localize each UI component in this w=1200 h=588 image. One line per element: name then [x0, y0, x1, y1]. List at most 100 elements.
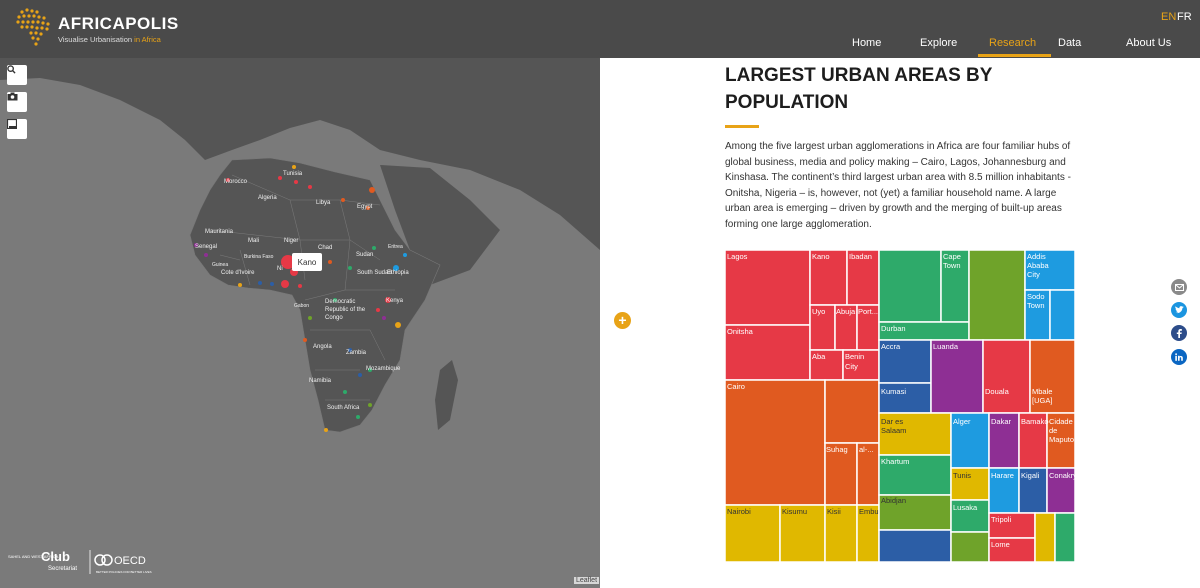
facebook-icon	[1176, 328, 1182, 338]
share-linkedin-button[interactable]	[1171, 349, 1187, 365]
treemap-cell-luanda	[930, 339, 984, 414]
treemap-cell-lagos	[724, 249, 811, 326]
map-attribution[interactable]: Leaflet	[574, 577, 600, 584]
brand-name: AFRICAPOLIS	[58, 14, 179, 33]
svg-text:Embu: Embu	[859, 507, 879, 516]
svg-text:Dakar: Dakar	[991, 417, 1012, 426]
svg-text:Conakry: Conakry	[1049, 471, 1075, 480]
country-label: Senegal	[195, 244, 218, 250]
share-email-button[interactable]	[1171, 279, 1187, 295]
article-title: LARGEST URBAN AREAS BY POPULATION	[725, 65, 993, 113]
svg-text:Abidjan: Abidjan	[881, 496, 906, 505]
share-facebook-button[interactable]	[1171, 325, 1187, 341]
map-search-button[interactable]	[7, 65, 27, 85]
nav-research[interactable]: Research	[989, 37, 1037, 49]
svg-text:Tripoli: Tripoli	[991, 515, 1011, 524]
nav-explore[interactable]: Explore	[920, 37, 958, 49]
svg-text:Uyo: Uyo	[812, 307, 825, 316]
treemap-cell-dar	[878, 412, 952, 456]
country-label: South Africa	[327, 405, 360, 411]
treemap-cell-abidjan	[878, 494, 952, 531]
svg-text:Onitsha: Onitsha	[727, 327, 754, 336]
layers-icon	[7, 119, 17, 129]
svg-text:Aba: Aba	[812, 352, 826, 361]
svg-text:Durban: Durban	[881, 324, 906, 333]
svg-text:Addis: Addis	[1027, 252, 1046, 261]
country-label: Democratic Republic of the Congo	[325, 299, 366, 321]
svg-text:Sodo: Sodo	[1027, 292, 1045, 301]
svg-text:Luanda: Luanda	[933, 342, 959, 351]
svg-text:Town: Town	[1027, 301, 1045, 310]
country-label: Namibia	[309, 378, 332, 384]
camera-icon	[7, 92, 18, 101]
country-label: Ethiopia	[387, 270, 409, 276]
country-label: Libya	[316, 200, 331, 206]
treemap-cell-egypt-2	[824, 379, 880, 444]
club-oecd-logo[interactable]: SAHEL AND WEST AFRICA Club Secretariat O…	[8, 548, 168, 578]
treemap-cell-tripoli	[988, 512, 1036, 539]
country-label: Cote d'Ivoire	[221, 270, 255, 276]
oecd-text: OECD	[114, 555, 146, 567]
svg-text:al-...: al-...	[859, 445, 874, 454]
svg-text:Douala: Douala	[985, 387, 1010, 396]
map-screenshot-button[interactable]	[7, 92, 27, 112]
treemap-cell-olive	[968, 249, 1026, 341]
treemap-cell-aba	[809, 349, 844, 381]
lang-fr[interactable]: FR	[1177, 11, 1192, 23]
country-label: Mali	[248, 238, 260, 244]
treemap-cell-kigali	[1018, 467, 1048, 514]
svg-text:Abuja: Abuja	[836, 307, 856, 316]
urban-areas-treemap[interactable]: Lagos Onitsha Kano Ibadan Uyo Abuja Port…	[724, 249, 1077, 563]
svg-text:Tunis: Tunis	[953, 471, 971, 480]
svg-text:Maputo: Maputo	[1049, 435, 1074, 444]
svg-text:Lusaka: Lusaka	[953, 503, 978, 512]
country-label: Niger	[284, 238, 299, 244]
svg-text:de: de	[1049, 426, 1057, 435]
nav-data[interactable]: Data	[1058, 37, 1082, 49]
partner-logos: SAHEL AND WEST AFRICA Club Secretariat O…	[8, 549, 152, 574]
map-shapes	[0, 58, 600, 433]
treemap-cell-nairobi	[724, 504, 781, 563]
treemap-cell-g-small	[1054, 512, 1076, 563]
svg-text:City: City	[1027, 270, 1040, 279]
svg-text:Harare: Harare	[991, 471, 1014, 480]
svg-text:Lagos: Lagos	[727, 252, 748, 261]
map-layer-button[interactable]	[7, 119, 27, 139]
svg-text:Cairo: Cairo	[727, 382, 745, 391]
svg-text:Benin: Benin	[845, 352, 864, 361]
svg-text:Kisii: Kisii	[827, 507, 841, 516]
email-icon	[1174, 283, 1184, 291]
lang-en[interactable]: EN	[1161, 11, 1177, 23]
treemap-cell-lusaka	[950, 499, 990, 533]
brand-tagline: Visualise Urbanisation in Africa	[58, 35, 161, 44]
country-label: Tunisia	[283, 171, 303, 177]
treemap-cell-kumasi	[878, 382, 932, 414]
treemap-cell-cape-town	[940, 249, 970, 323]
country-label: Chad	[318, 245, 333, 251]
country-label: Mozambique	[366, 366, 401, 372]
svg-text:Kisumu: Kisumu	[782, 507, 807, 516]
africapolis-logo[interactable]: AFRICAPOLIS Visualise Urbanisation in Af…	[14, 6, 178, 52]
treemap-labels: Lagos Onitsha Kano Ibadan Uyo Abuja Port…	[727, 252, 1077, 549]
svg-text:Accra: Accra	[881, 342, 901, 351]
treemap-cell-onitsha	[724, 324, 811, 381]
nav-home[interactable]: Home	[852, 37, 882, 49]
svg-text:Nairobi: Nairobi	[727, 507, 751, 516]
expand-plus-button[interactable]: +	[614, 312, 631, 329]
treemap-cell-eth-3	[1049, 289, 1076, 341]
map-tooltip: Kano	[292, 253, 322, 271]
svg-text:Cidade: Cidade	[1049, 417, 1073, 426]
country-label: Egypt	[357, 204, 373, 210]
nav-about-us[interactable]: About Us	[1126, 37, 1172, 49]
treemap-cell-civ-2	[878, 529, 952, 563]
svg-text:Kumasi: Kumasi	[881, 387, 906, 396]
linkedin-icon	[1175, 353, 1183, 361]
svg-text:Ababa: Ababa	[1027, 261, 1050, 270]
share-twitter-button[interactable]	[1171, 302, 1187, 318]
svg-text:Town: Town	[943, 261, 961, 270]
svg-text:Bamako: Bamako	[1021, 417, 1049, 426]
africa-map[interactable]: Morocco Tunisia Algeria Libya Egypt Maur…	[0, 58, 600, 588]
country-label: Guinea	[212, 262, 229, 268]
svg-text:City: City	[845, 362, 858, 371]
svg-text:Cape: Cape	[943, 252, 961, 261]
